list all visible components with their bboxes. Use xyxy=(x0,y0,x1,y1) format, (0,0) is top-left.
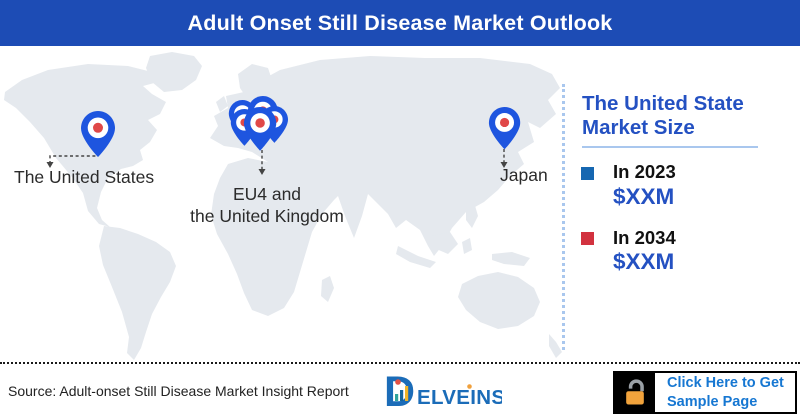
sample-page-button[interactable]: Click Here to Get Sample Page xyxy=(613,371,797,414)
open-padlock-icon xyxy=(626,378,644,404)
vertical-dotted-divider xyxy=(562,84,565,350)
logo-dot-icon xyxy=(395,379,401,385)
legend-marker-2023 xyxy=(581,167,594,180)
continent-africa xyxy=(211,158,346,316)
island-philippines xyxy=(466,202,478,228)
island-sumatra-java xyxy=(396,246,436,268)
logo-bar-3 xyxy=(405,386,409,401)
island-new-guinea xyxy=(492,252,530,266)
continent-greenland xyxy=(146,52,202,92)
legend-label-2034: In 2034 xyxy=(613,227,676,248)
logo-d-letter: D xyxy=(384,372,415,414)
island-borneo xyxy=(432,232,458,254)
island-madagascar xyxy=(321,276,334,302)
sample-button-line1: Click Here to Get xyxy=(667,374,784,391)
panel-title-underline xyxy=(582,146,758,148)
horizontal-dotted-rule xyxy=(0,362,800,364)
header-banner: Adult Onset Still Disease Market Outlook xyxy=(0,0,800,46)
japan-leader-arrowhead xyxy=(500,162,508,168)
lock-box xyxy=(615,373,655,412)
world-map-svg xyxy=(4,52,562,360)
label-eu4-line2: the United Kingdom xyxy=(190,206,344,226)
eu-leader-arrowhead xyxy=(258,169,266,175)
island-sulawesi xyxy=(462,238,472,254)
label-eu4-line1: EU4 and xyxy=(232,184,302,204)
us-leader-arrowhead xyxy=(46,162,54,168)
label-united-states: The United States xyxy=(14,167,155,187)
logo-wordmark: ELVEINSIGHT xyxy=(417,386,502,409)
label-japan: Japan xyxy=(500,165,548,185)
continent-south-america xyxy=(99,226,176,360)
island-japan-south xyxy=(500,162,506,172)
logo-i-dot-icon xyxy=(467,384,472,389)
page-title: Adult Onset Still Disease Market Outlook xyxy=(187,10,613,35)
region-united-kingdom xyxy=(216,96,228,112)
logo-bar-2 xyxy=(400,390,404,401)
logo-bar-1 xyxy=(395,394,399,401)
sample-button-text: Click Here to Get Sample Page xyxy=(655,373,795,412)
panel-title-line2: Market Size xyxy=(582,116,695,139)
delveinsight-logo: D ELVEINSIGHT xyxy=(384,372,502,414)
continent-north-america xyxy=(4,64,166,227)
label-eu4-uk: EU4 and the United Kingdom xyxy=(167,183,367,227)
continent-australia xyxy=(458,272,540,329)
source-text: Source: Adult-onset Still Disease Market… xyxy=(8,383,349,399)
legend-value-2034: $XXM xyxy=(613,249,675,274)
legend-marker-2034 xyxy=(581,232,594,245)
legend-label-2023: In 2023 xyxy=(613,161,676,182)
panel-title-line1: The United State xyxy=(582,92,744,115)
sample-button-line2: Sample Page xyxy=(667,393,758,410)
island-new-zealand xyxy=(549,334,562,358)
panel-title: The United State Market Size xyxy=(582,92,744,140)
legend-value-2023: $XXM xyxy=(613,184,675,209)
